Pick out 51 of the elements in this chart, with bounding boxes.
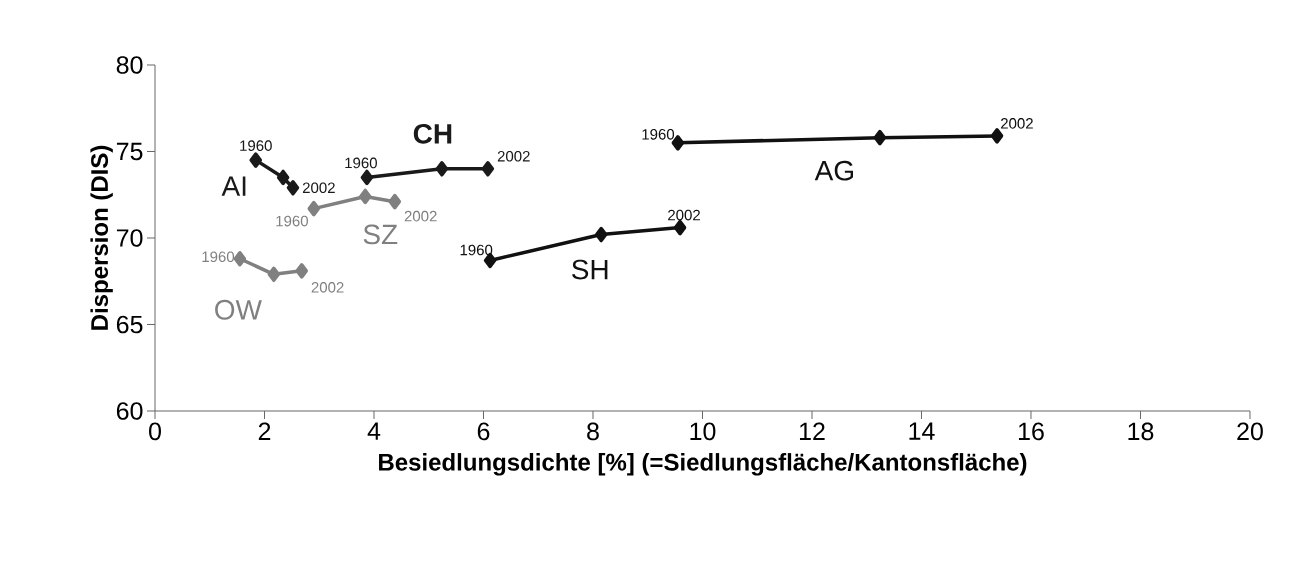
annotation: 2002 (497, 150, 530, 162)
series-label: SZ (363, 224, 398, 245)
annotation: 2002 (311, 282, 344, 293)
annotation: 1960 (642, 129, 675, 140)
x-tick-label: 4 (367, 422, 381, 440)
series-label: SH (572, 259, 608, 280)
x-tick-label: 18 (1128, 422, 1154, 441)
point (360, 169, 374, 186)
point (286, 180, 300, 196)
series-label: AI (221, 176, 246, 196)
point (594, 226, 608, 243)
annotation: 1960 (276, 215, 308, 227)
annotation: 1960 (345, 157, 377, 169)
annotation: 2002 (1000, 118, 1033, 129)
annotation: 2002 (302, 182, 335, 194)
point (307, 200, 321, 217)
x-tick-label: 14 (909, 422, 935, 440)
point (990, 128, 1004, 144)
point (249, 152, 262, 168)
series-label: OW (215, 299, 262, 320)
point (435, 161, 449, 177)
x-axis-title: Besiedlungsdichte [%] (=Siedlungsfläche/Kantonsfläche) (379, 453, 1027, 476)
y-tick-label: 65 (116, 315, 143, 334)
x-tick-label: 8 (587, 422, 599, 441)
y-tick-label: 70 (116, 229, 143, 247)
series-label: AG (814, 160, 854, 181)
annotation: 1960 (202, 251, 235, 263)
x-tick-label: 0 (149, 422, 161, 441)
x-tick-label: 12 (799, 422, 825, 440)
y-tick-label: 80 (116, 56, 143, 74)
point (481, 161, 495, 177)
y-axis-title: Dispersion (DIS) (90, 145, 113, 330)
point (267, 266, 281, 283)
annotation: 2002 (668, 209, 700, 221)
point (358, 188, 372, 205)
point (295, 263, 308, 279)
point (873, 129, 887, 146)
annotation: 1960 (460, 244, 493, 256)
x-tick-label: 20 (1237, 422, 1263, 441)
point (388, 193, 402, 210)
x-tick-label: 2 (258, 422, 271, 440)
annotation: 2002 (404, 210, 437, 222)
y-tick-label: 60 (116, 402, 143, 420)
x-tick-label: 10 (690, 422, 716, 441)
x-tick-label: 6 (477, 422, 490, 441)
point (276, 169, 290, 186)
y-tick-label: 75 (116, 142, 143, 161)
annotation: 1960 (240, 140, 272, 151)
x-tick-label: 16 (1018, 422, 1044, 441)
point (233, 251, 247, 267)
series-label: CH (413, 123, 452, 144)
